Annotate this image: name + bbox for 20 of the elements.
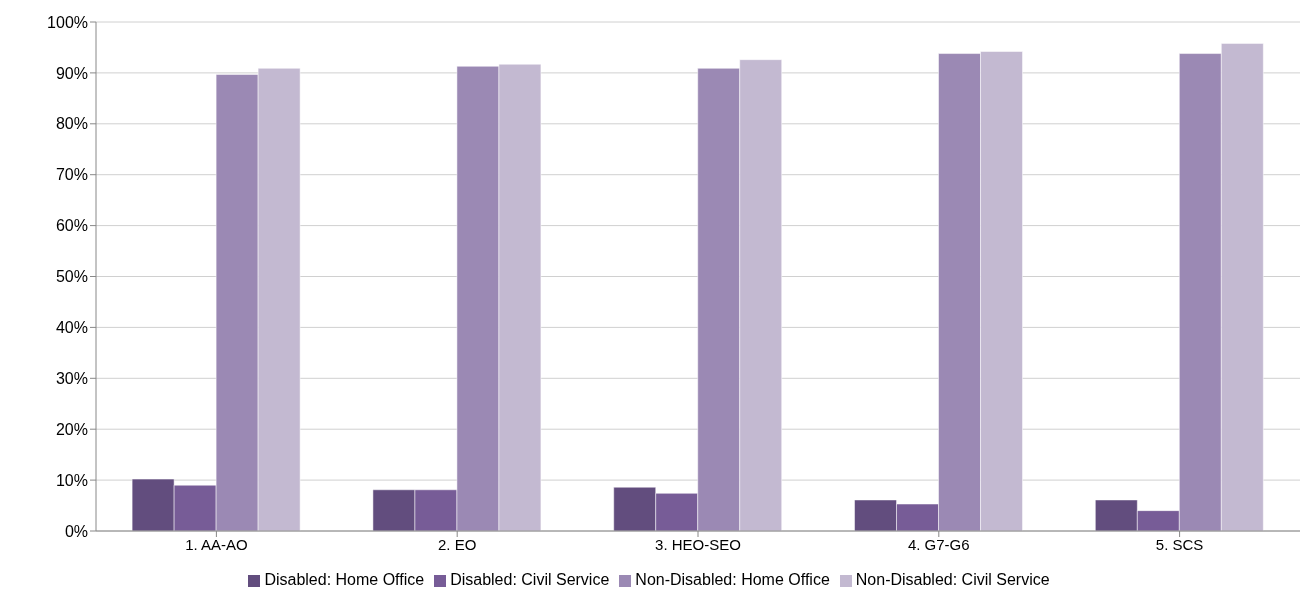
x-tick-label: 1. AA-AO: [185, 535, 248, 553]
legend-label: Non-Disabled: Civil Service: [855, 571, 1050, 588]
y-tick-label: 80%: [55, 115, 88, 133]
x-tick-label: 5. SCS: [1155, 535, 1204, 553]
x-tick-label: 3. HEO-SEO: [655, 535, 741, 553]
y-tick-label: 10%: [55, 471, 88, 489]
y-tick-label: 70%: [55, 166, 88, 184]
y-tick-label: 40%: [55, 319, 88, 337]
y-tick-label: 90%: [55, 64, 88, 82]
legend-label: Disabled: Civil Service: [450, 571, 610, 588]
y-tick-label: 100%: [47, 13, 88, 31]
y-tick-label: 60%: [55, 217, 88, 235]
x-tick-label: 4. G7-G6: [907, 535, 970, 553]
x-tick-label: 2. EO: [438, 535, 477, 553]
y-tick-label: 50%: [55, 268, 88, 286]
legend-label: Non-Disabled: Home Office: [635, 571, 830, 588]
legend-label: Disabled: Home Office: [264, 571, 425, 588]
y-tick-label: 0%: [64, 522, 88, 540]
y-tick-label: 20%: [55, 420, 88, 438]
y-tick-label: 30%: [55, 369, 88, 387]
